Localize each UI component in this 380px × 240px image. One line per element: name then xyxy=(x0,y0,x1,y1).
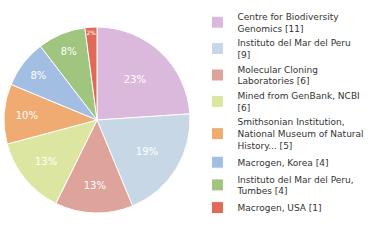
svg-text:Mined from GenBank, NCBI[6]: Mined from GenBank, NCBI[6] xyxy=(237,91,359,113)
svg-text:13%: 13% xyxy=(84,180,106,191)
svg-text:23%: 23% xyxy=(124,74,146,85)
svg-text:Macrogen, Korea [4]: Macrogen, Korea [4] xyxy=(237,158,328,168)
svg-text:13%: 13% xyxy=(35,156,57,167)
svg-text:Macrogen, USA [1]: Macrogen, USA [1] xyxy=(237,203,321,213)
svg-text:Instituto del Mar del Peru,Tum: Instituto del Mar del Peru,Tumbes [4] xyxy=(236,175,353,197)
svg-text:8%: 8% xyxy=(30,70,46,81)
svg-text:Molecular CloningLaboratories: Molecular CloningLaboratories [6] xyxy=(237,65,317,87)
svg-text:10%: 10% xyxy=(16,110,38,121)
svg-text:8%: 8% xyxy=(61,46,77,57)
svg-text:Instituto del Mar del Peru[9]: Instituto del Mar del Peru[9] xyxy=(237,38,350,60)
svg-text:19%: 19% xyxy=(136,146,158,157)
svg-text:2%: 2% xyxy=(87,30,97,36)
svg-text:Centre for BiodiversityGenomic: Centre for BiodiversityGenomics [11] xyxy=(237,12,339,34)
svg-text:Smithsonian Institution,Nation: Smithsonian Institution,National Museum … xyxy=(237,117,363,150)
